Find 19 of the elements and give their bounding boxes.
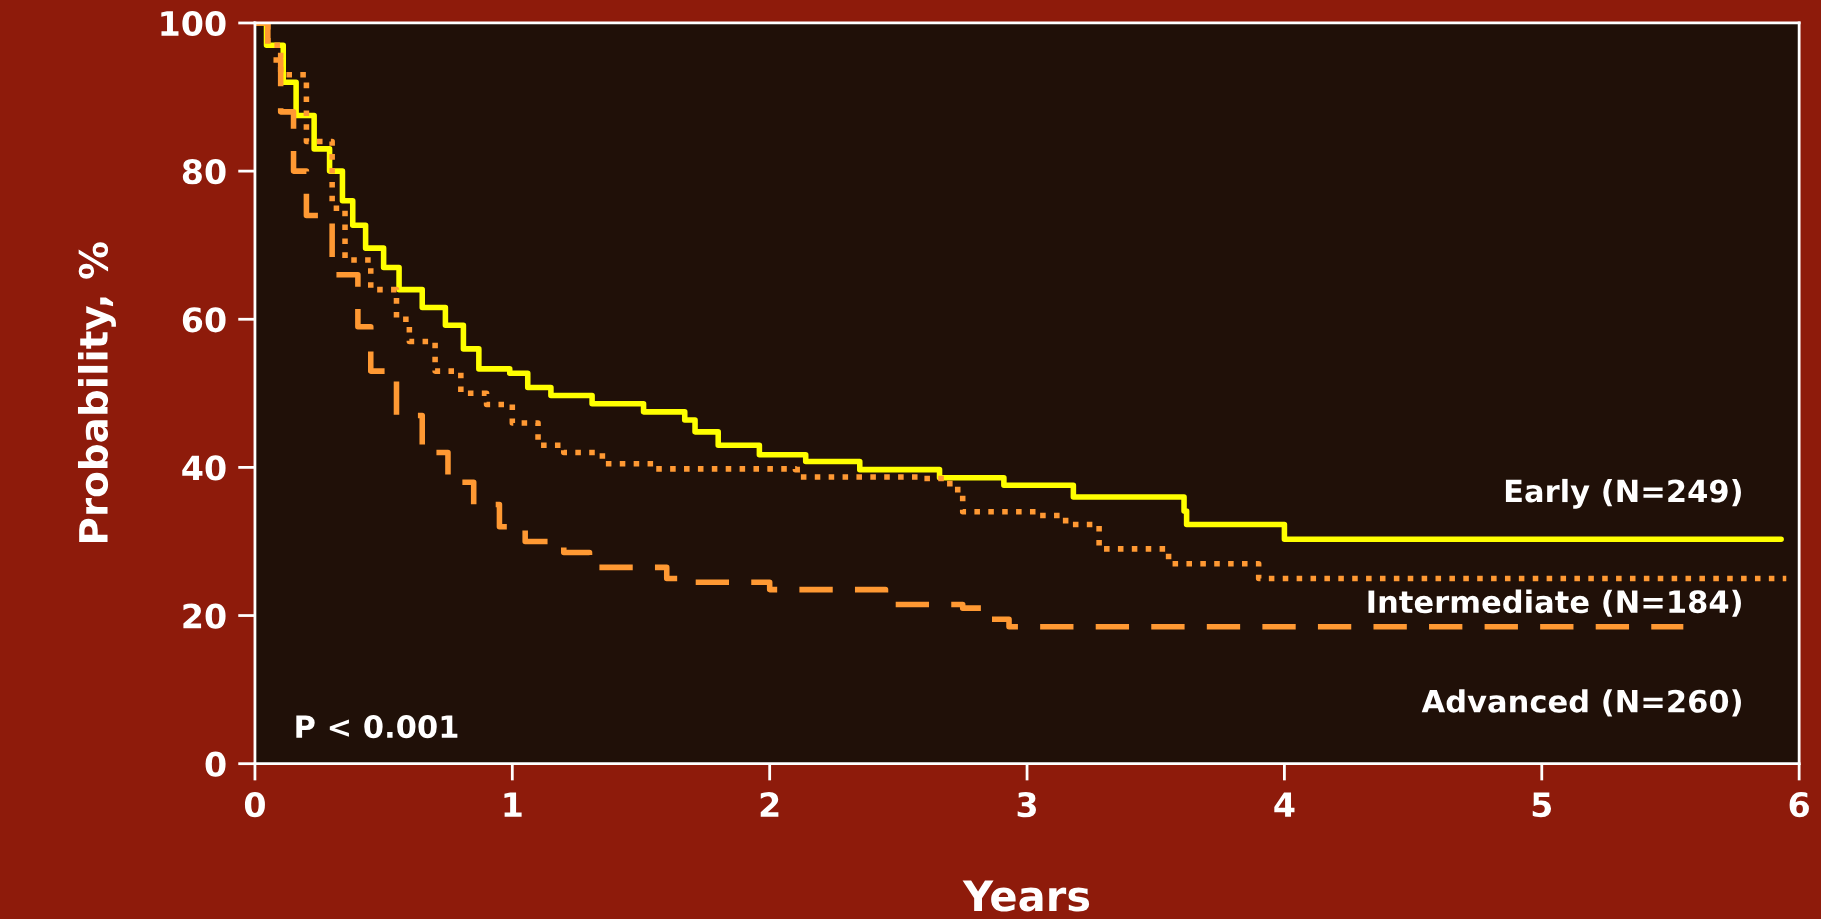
y-tick-label: 20 [183, 603, 226, 629]
series-label: Early (N=249) [1505, 478, 1741, 509]
series-label: Intermediate (N=184) [1368, 589, 1741, 617]
y-tick-label: 0 [205, 751, 226, 777]
x-tick-label: 5 [1532, 792, 1552, 818]
x-axis-title: Years [962, 880, 1090, 912]
annotation: P < 0.001 [296, 715, 458, 739]
x-tick-label: 6 [1789, 792, 1809, 818]
x-tick-label: 2 [760, 792, 779, 817]
y-tick-label: 100 [161, 10, 226, 37]
y-axis-title: Probability, % [77, 242, 116, 543]
y-tick-label: 80 [182, 159, 226, 185]
x-tick-label: 3 [1017, 792, 1036, 818]
x-tick-label: 4 [1274, 792, 1295, 817]
y-tick-label: 40 [182, 455, 226, 481]
x-tick-label: 0 [244, 792, 265, 818]
y-tick-label: 60 [182, 307, 226, 333]
text: Advanced (N=260) [1421, 689, 1741, 717]
x-tick-label: 1 [504, 792, 522, 817]
